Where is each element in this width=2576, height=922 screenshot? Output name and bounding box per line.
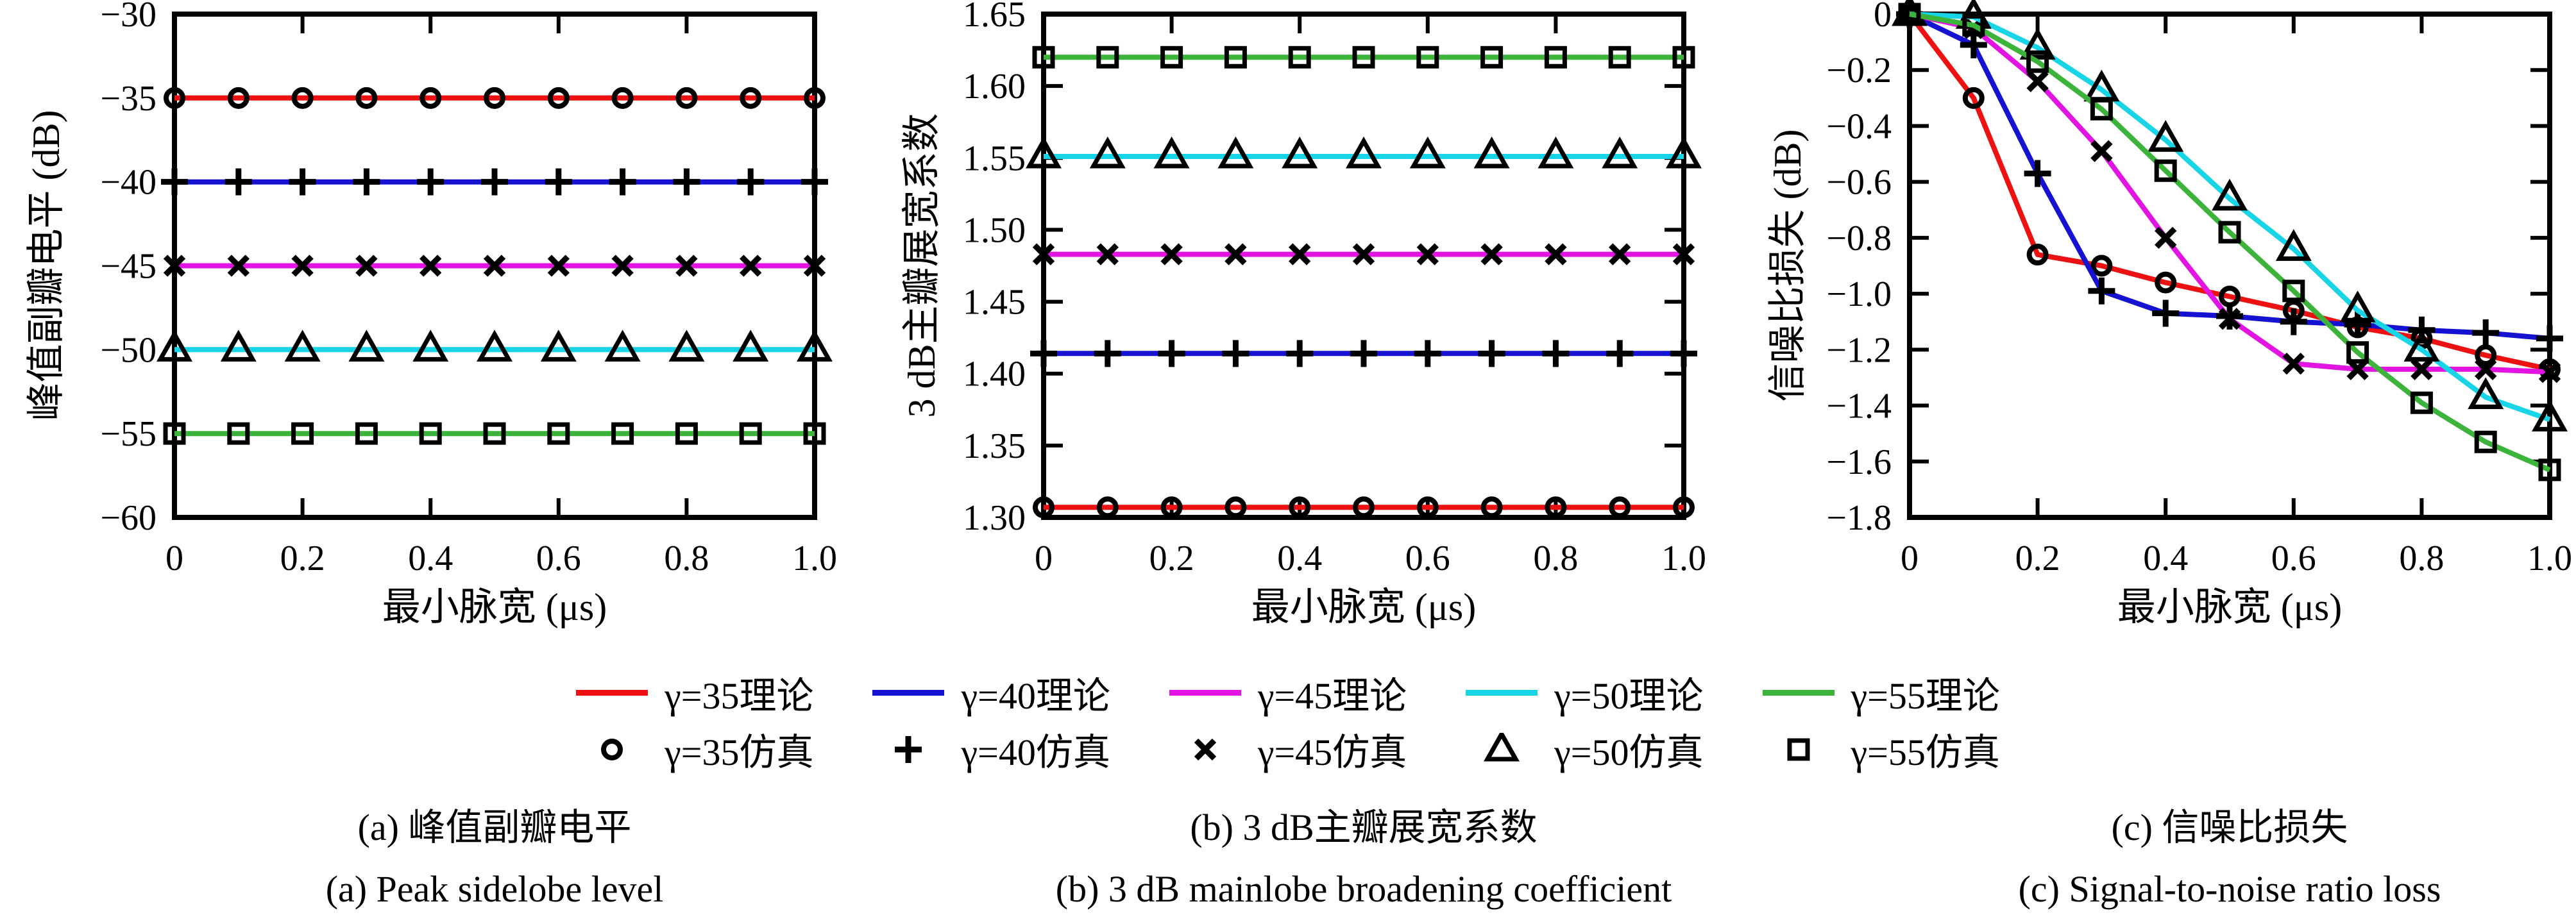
cross-marker-icon xyxy=(1169,732,1241,766)
caption-a-english: (a) Peak sidelobe level xyxy=(325,868,664,910)
svg-text:1.60: 1.60 xyxy=(963,67,1026,106)
svg-text:0.6: 0.6 xyxy=(2271,539,2316,578)
chart-b-plot: 0 0.2 0.4 0.6 0.8 1.0 1.65 1.60 1.55 1.50 1.45 1.40… xyxy=(963,0,1706,578)
legend-simulation-row: γ=35仿真 γ=40仿真 γ=45仿真 γ=50仿真 γ=55仿真 xyxy=(0,725,2576,773)
legend-entry-gamma35-sim: γ=35仿真 xyxy=(576,722,813,776)
svg-text:−0.2: −0.2 xyxy=(1826,51,1892,90)
svg-text:−0.4: −0.4 xyxy=(1826,106,1892,146)
chart-c-plot: 0 0.2 0.4 0.6 0.8 1.0 0 −0.2 −0.4 −0.6 −0.8 −1.0 −1.… xyxy=(1826,0,2572,578)
svg-text:−1.8: −1.8 xyxy=(1826,498,1892,538)
blue-line-swatch xyxy=(872,689,945,696)
svg-text:1.30: 1.30 xyxy=(963,498,1026,538)
chart-c-y-axis-label: 信噪比损失 (dB) xyxy=(1767,129,1809,402)
svg-text:0.4: 0.4 xyxy=(1277,539,1322,578)
svg-text:0.2: 0.2 xyxy=(280,539,325,578)
svg-text:0: 0 xyxy=(1901,539,1919,578)
circle-marker-icon xyxy=(576,732,648,766)
legend-label: γ=40仿真 xyxy=(961,732,1110,773)
legend-entry-gamma55-theory: γ=55理论 xyxy=(1762,666,2000,719)
svg-text:0.8: 0.8 xyxy=(2399,539,2444,578)
chart-b-y-axis-label: 3 dB主瓣展宽系数 xyxy=(901,113,943,418)
legend-label: γ=50仿真 xyxy=(1554,732,1704,773)
chart-b-x-axis-label: 最小脉宽 (μs) xyxy=(1251,586,1477,628)
legend-entry-gamma40-sim: γ=40仿真 xyxy=(872,722,1110,776)
svg-text:1.0: 1.0 xyxy=(1661,539,1706,578)
svg-text:0.4: 0.4 xyxy=(408,539,453,578)
triangle-marker-icon xyxy=(1466,729,1538,766)
svg-text:1.40: 1.40 xyxy=(963,355,1026,394)
svg-text:0.8: 0.8 xyxy=(664,539,709,578)
svg-text:−1.6: −1.6 xyxy=(1826,442,1892,482)
magenta-line-swatch xyxy=(1169,689,1241,696)
caption-b: (b) 3 dB主瓣展宽系数 (b) 3 dB mainlobe broaden… xyxy=(947,797,1781,920)
svg-text:−30: −30 xyxy=(100,0,157,35)
legend-label: γ=45理论 xyxy=(1257,675,1407,717)
caption-c-chinese: (c) 信噪比损失 xyxy=(2111,807,2348,848)
svg-text:1.0: 1.0 xyxy=(2527,539,2572,578)
legend-label: γ=55仿真 xyxy=(1851,732,2000,773)
svg-text:−55: −55 xyxy=(100,414,157,454)
caption-a: (a) 峰值副瓣电平 (a) Peak sidelobe level xyxy=(78,797,911,920)
svg-text:0.6: 0.6 xyxy=(1405,539,1450,578)
legend-entry-gamma40-theory: γ=40理论 xyxy=(872,666,1110,719)
svg-text:−45: −45 xyxy=(100,247,157,287)
green-line-swatch xyxy=(1762,689,1835,696)
caption-a-chinese: (a) 峰值副瓣电平 xyxy=(357,807,632,848)
plus-marker-icon xyxy=(872,732,944,766)
svg-text:−1.0: −1.0 xyxy=(1826,274,1892,314)
svg-text:−60: −60 xyxy=(100,498,157,538)
svg-text:−0.6: −0.6 xyxy=(1826,163,1892,203)
legend-label: γ=35理论 xyxy=(665,675,814,717)
svg-text:−40: −40 xyxy=(100,163,157,203)
legend-label: γ=50理论 xyxy=(1554,675,1704,717)
legend-entry-gamma55-sim: γ=55仿真 xyxy=(1763,722,2000,776)
svg-text:1.45: 1.45 xyxy=(963,283,1026,323)
svg-text:−1.4: −1.4 xyxy=(1826,387,1892,426)
caption-c: (c) 信噪比损失 (c) Signal-to-noise ratio loss xyxy=(1813,797,2576,920)
svg-text:0: 0 xyxy=(1035,539,1053,578)
svg-text:−35: −35 xyxy=(100,79,157,119)
caption-c-english: (c) Signal-to-noise ratio loss xyxy=(2018,868,2441,910)
chart-a-y-axis-label: 峰值副瓣电平 (dB) xyxy=(25,110,67,421)
svg-text:1.65: 1.65 xyxy=(963,0,1026,35)
chart-a-x-axis-label: 最小脉宽 (μs) xyxy=(382,586,607,628)
svg-text:0: 0 xyxy=(1874,0,1892,35)
legend-label: γ=40理论 xyxy=(961,675,1110,717)
svg-text:−50: −50 xyxy=(100,330,157,370)
legend-theory-row: γ=35理论 γ=40理论 γ=45理论 γ=50理论 γ=55理论 xyxy=(0,668,2576,717)
legend-entry-gamma45-theory: γ=45理论 xyxy=(1169,666,1407,719)
svg-text:−1.2: −1.2 xyxy=(1826,330,1892,370)
caption-b-english: (b) 3 dB mainlobe broadening coefficient xyxy=(1055,868,1672,910)
svg-text:1.55: 1.55 xyxy=(963,138,1026,178)
svg-text:1.50: 1.50 xyxy=(963,210,1026,250)
svg-text:0: 0 xyxy=(165,539,183,578)
legend-label: γ=45仿真 xyxy=(1257,732,1407,773)
cyan-line-swatch xyxy=(1466,689,1538,696)
svg-text:0.2: 0.2 xyxy=(2015,539,2060,578)
legend-entry-gamma50-sim: γ=50仿真 xyxy=(1466,722,1704,776)
svg-text:1.35: 1.35 xyxy=(963,426,1026,466)
square-marker-icon xyxy=(1763,732,1835,766)
chart-c-x-axis-label: 最小脉宽 (μs) xyxy=(2117,586,2343,628)
svg-text:−0.8: −0.8 xyxy=(1826,219,1892,258)
svg-text:1.0: 1.0 xyxy=(792,539,837,578)
legend-entry-gamma50-theory: γ=50理论 xyxy=(1466,666,1704,719)
legend-label: γ=35仿真 xyxy=(665,732,814,773)
svg-text:0.6: 0.6 xyxy=(536,539,581,578)
svg-text:0.8: 0.8 xyxy=(1533,539,1578,578)
legend-label: γ=55理论 xyxy=(1851,675,2000,717)
chart-a-plot: 0 0.2 0.4 0.6 0.8 1.0 −30 −35 −40 −45 −50 −55 −60 xyxy=(100,0,837,578)
svg-text:0.4: 0.4 xyxy=(2143,539,2188,578)
legend-entry-gamma35-theory: γ=35理论 xyxy=(576,666,813,719)
red-line-swatch xyxy=(576,689,648,696)
svg-text:0.2: 0.2 xyxy=(1149,539,1194,578)
caption-b-chinese: (b) 3 dB主瓣展宽系数 xyxy=(1190,807,1538,848)
legend-entry-gamma45-sim: γ=45仿真 xyxy=(1169,722,1407,776)
